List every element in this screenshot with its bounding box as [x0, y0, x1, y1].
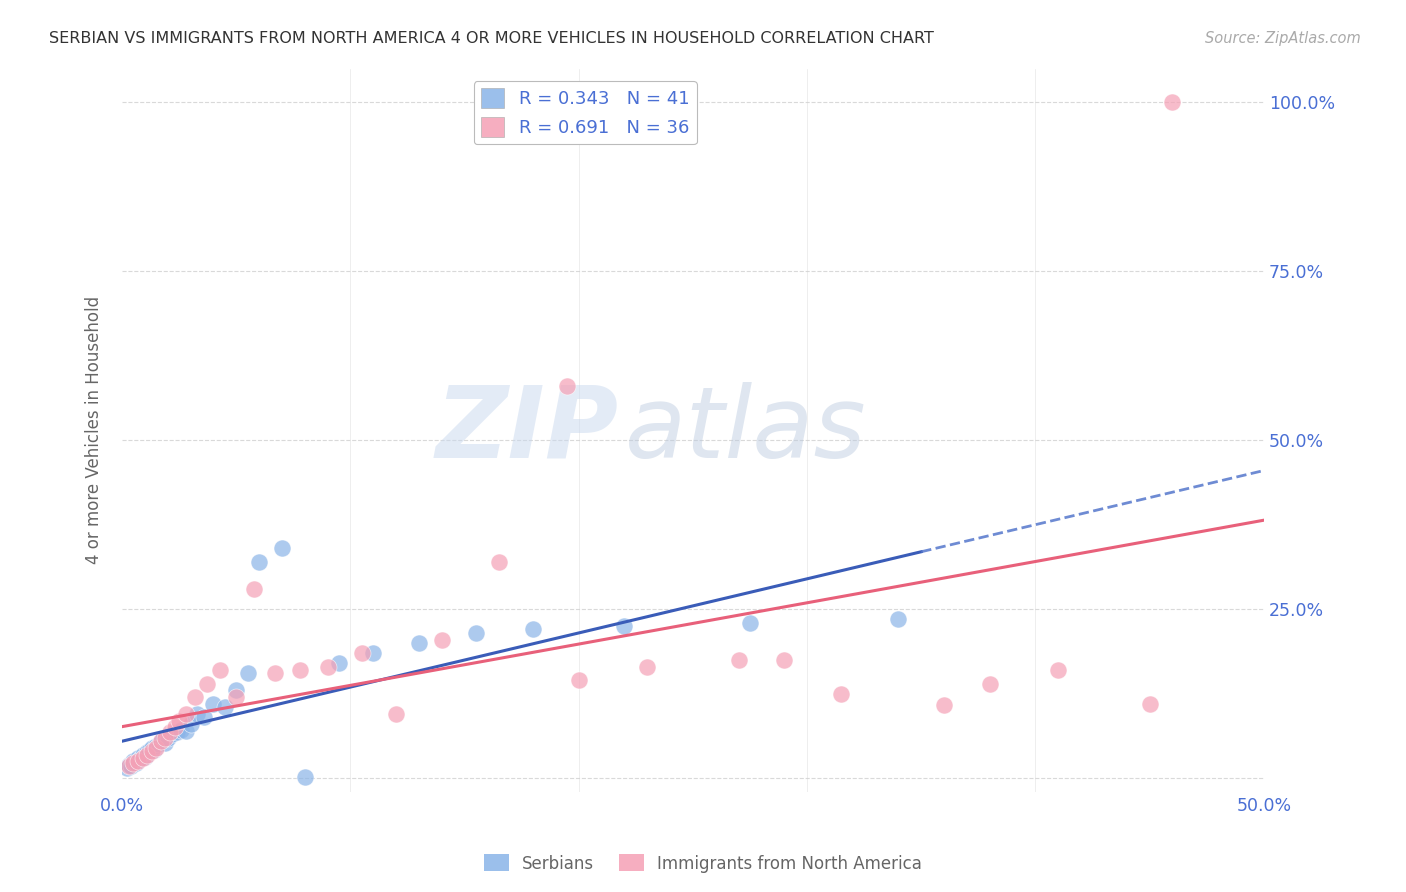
Point: [430, 632, 453, 647]
Point: [568, 673, 591, 688]
Point: [361, 646, 384, 660]
Point: [149, 734, 172, 748]
Point: [488, 555, 510, 569]
Point: [294, 770, 316, 784]
Point: [174, 723, 197, 738]
Point: [209, 663, 232, 677]
Point: [125, 756, 148, 771]
Point: [979, 676, 1001, 690]
Point: [120, 759, 142, 773]
Text: SERBIAN VS IMMIGRANTS FROM NORTH AMERICA 4 OR MORE VEHICLES IN HOUSEHOLD CORRELA: SERBIAN VS IMMIGRANTS FROM NORTH AMERICA…: [49, 31, 934, 46]
Point: [129, 752, 152, 766]
Point: [159, 725, 181, 739]
Point: [118, 757, 141, 772]
Point: [247, 555, 270, 569]
Point: [148, 738, 170, 752]
Point: [214, 700, 236, 714]
Point: [162, 727, 184, 741]
Point: [738, 615, 761, 630]
Point: [174, 706, 197, 721]
Point: [131, 751, 153, 765]
Point: [887, 612, 910, 626]
Point: [180, 717, 202, 731]
Point: [636, 659, 658, 673]
Point: [385, 706, 408, 721]
Legend: R = 0.343   N = 41, R = 0.691   N = 36: R = 0.343 N = 41, R = 0.691 N = 36: [474, 81, 696, 145]
Point: [143, 743, 166, 757]
Point: [145, 740, 167, 755]
Point: [138, 744, 160, 758]
Point: [1047, 663, 1070, 677]
Point: [1139, 697, 1161, 711]
Point: [136, 746, 159, 760]
Point: [152, 731, 174, 746]
Text: Source: ZipAtlas.com: Source: ZipAtlas.com: [1205, 31, 1361, 46]
Point: [170, 723, 193, 737]
Point: [122, 756, 145, 771]
Point: [156, 731, 179, 745]
Point: [166, 725, 188, 739]
Point: [193, 710, 215, 724]
Point: [225, 690, 247, 704]
Point: [727, 653, 749, 667]
Legend: Serbians, Immigrants from North America: Serbians, Immigrants from North America: [477, 847, 929, 880]
Point: [127, 754, 149, 768]
Point: [830, 687, 852, 701]
Point: [557, 379, 579, 393]
Point: [243, 582, 266, 596]
Y-axis label: 4 or more Vehicles in Household: 4 or more Vehicles in Household: [86, 296, 103, 564]
Point: [131, 747, 153, 762]
Point: [236, 666, 259, 681]
Point: [613, 619, 636, 633]
Point: [134, 749, 156, 764]
Point: [155, 731, 177, 745]
Point: [316, 659, 339, 673]
Point: [141, 740, 163, 755]
Point: [225, 683, 247, 698]
Point: [115, 761, 138, 775]
Point: [932, 698, 955, 713]
Point: [163, 721, 186, 735]
Point: [465, 625, 488, 640]
Point: [195, 676, 218, 690]
Point: [136, 747, 159, 762]
Point: [184, 690, 207, 704]
Point: [149, 734, 172, 748]
Text: atlas: atlas: [624, 382, 866, 479]
Point: [118, 759, 141, 773]
Point: [127, 751, 149, 765]
Point: [264, 666, 287, 681]
Point: [773, 653, 796, 667]
Point: [270, 541, 292, 556]
Point: [122, 754, 145, 768]
Point: [155, 736, 177, 750]
Point: [350, 646, 373, 660]
Point: [522, 623, 544, 637]
Point: [145, 739, 167, 753]
Point: [408, 636, 430, 650]
Point: [1161, 95, 1184, 110]
Point: [141, 744, 163, 758]
Point: [288, 663, 311, 677]
Point: [167, 714, 190, 728]
Point: [186, 706, 208, 721]
Point: [328, 657, 350, 671]
Point: [202, 697, 225, 711]
Text: ZIP: ZIP: [436, 382, 619, 479]
